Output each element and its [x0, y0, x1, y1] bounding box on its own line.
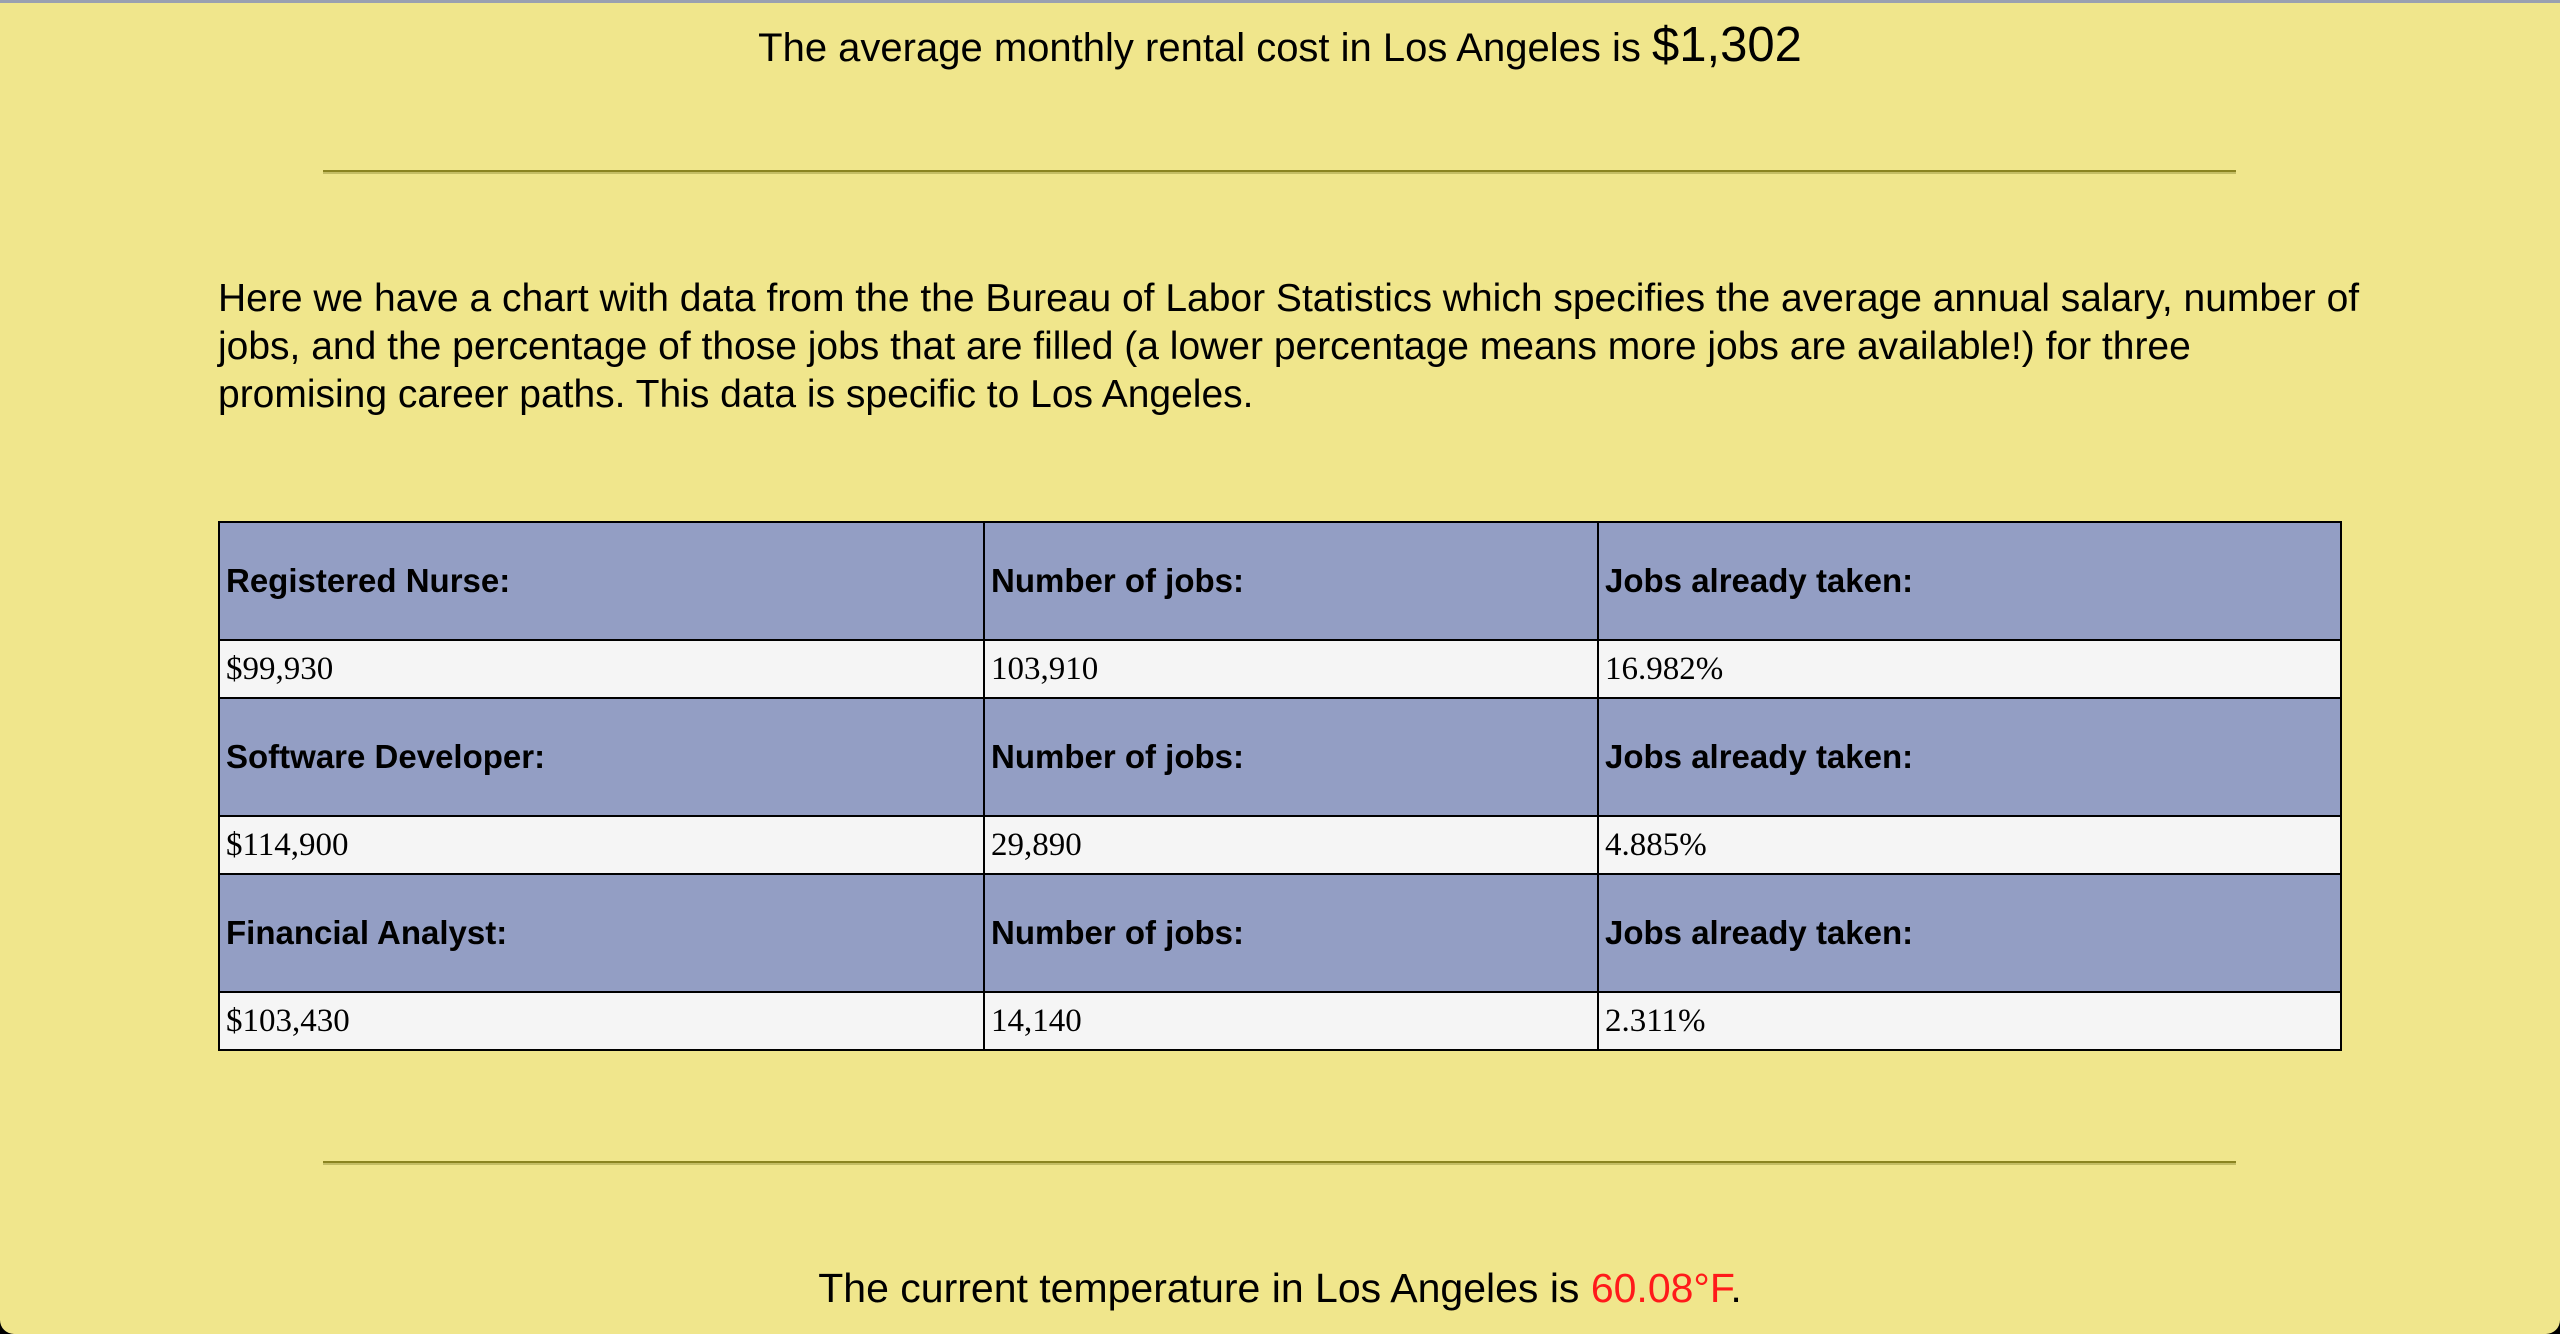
table-header-row: Financial Analyst: Number of jobs: Jobs … — [218, 873, 2342, 993]
careers-table: Registered Nurse: Number of jobs: Jobs a… — [218, 521, 2342, 1051]
jobs-cell: 103,910 — [983, 639, 1599, 699]
temperature-value: 60.08°F — [1590, 1265, 1731, 1311]
rent-label: The average monthly rental cost in Los A… — [758, 26, 1652, 70]
table-row: $114,900 29,890 4.885% — [218, 815, 2342, 875]
taken-cell: 4.885% — [1597, 815, 2342, 875]
table-header-row: Software Developer: Number of jobs: Jobs… — [218, 697, 2342, 817]
rent-summary: The average monthly rental cost in Los A… — [0, 17, 2560, 76]
jobs-cell: 29,890 — [983, 815, 1599, 875]
jobs-cell: 14,140 — [983, 991, 1599, 1051]
bottom-divider — [323, 1161, 2236, 1165]
temperature-label: The current temperature in Los Angeles i… — [818, 1265, 1591, 1311]
salary-cell: $99,930 — [218, 639, 985, 699]
intro-paragraph: Here we have a chart with data from the … — [218, 277, 2360, 416]
table-row: $99,930 103,910 16.982% — [218, 639, 2342, 699]
table-row: $103,430 14,140 2.311% — [218, 991, 2342, 1051]
jobs-header-cell: Number of jobs: — [983, 697, 1599, 817]
career-title-cell: Registered Nurse: — [218, 521, 985, 641]
career-title-cell: Software Developer: — [218, 697, 985, 817]
taken-header-cell: Jobs already taken: — [1597, 697, 2342, 817]
salary-cell: $114,900 — [218, 815, 985, 875]
taken-cell: 16.982% — [1597, 639, 2342, 699]
temperature-suffix: . — [1730, 1265, 1742, 1311]
jobs-header-cell: Number of jobs: — [983, 521, 1599, 641]
salary-cell: $103,430 — [218, 991, 985, 1051]
taken-cell: 2.311% — [1597, 991, 2342, 1051]
table-header-row: Registered Nurse: Number of jobs: Jobs a… — [218, 521, 2342, 641]
taken-header-cell: Jobs already taken: — [1597, 521, 2342, 641]
career-title-cell: Financial Analyst: — [218, 873, 985, 993]
rent-amount: $1,302 — [1651, 18, 1802, 72]
temperature-summary: The current temperature in Los Angeles i… — [0, 1259, 2560, 1317]
top-divider — [323, 170, 2236, 174]
taken-header-cell: Jobs already taken: — [1597, 873, 2342, 993]
jobs-header-cell: Number of jobs: — [983, 873, 1599, 993]
